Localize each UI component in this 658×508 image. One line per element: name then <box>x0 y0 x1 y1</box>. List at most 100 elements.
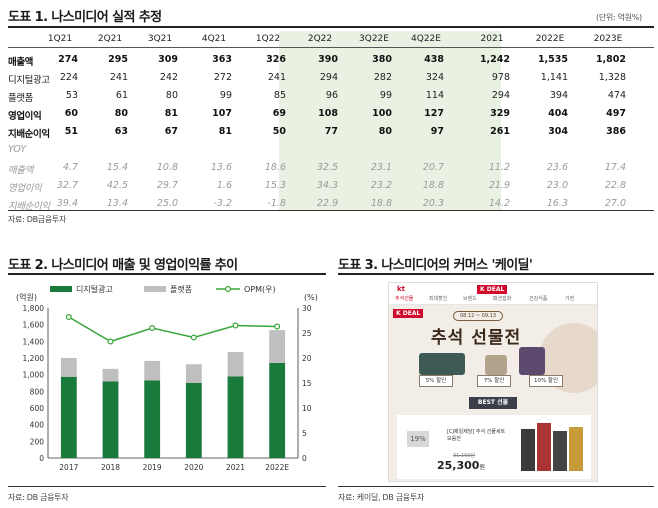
row-label: YOY <box>8 144 26 155</box>
table-cell: 22.9 <box>316 198 338 209</box>
table-cell: 20.3 <box>422 198 444 209</box>
x-tick-label: 2020 <box>184 463 203 472</box>
table-cell: 39.4 <box>56 198 78 209</box>
app-tab-6[interactable]: 가전 <box>565 296 575 302</box>
chart-svg: (억원) (%)02004006008001,0001,2001,4001,600… <box>16 284 318 472</box>
table-cell: 22.8 <box>604 180 626 191</box>
bar-platform <box>144 360 161 381</box>
product-old-price: 31,160원 <box>453 453 476 459</box>
table-cell: -3.2 <box>213 198 232 209</box>
table-cell: 34.3 <box>316 180 338 191</box>
banner-date: 08.12 ~ 09.13 <box>453 311 503 321</box>
section1-source: 자료: DB금융투자 <box>8 215 67 224</box>
table-cell: 77 <box>324 126 338 137</box>
table-row: 매출액 274 295 309 363 326 390 380 438 1,242 1,535 1,8… <box>8 51 654 69</box>
table-cell: 18.6 <box>264 162 286 173</box>
product-card[interactable]: 19% [CJ제일제당] 추석 선물세트 모음전 31,160원 25,300원 <box>397 415 591 479</box>
best-gift-button[interactable]: BEST 선물 <box>469 397 517 409</box>
table-cell: 274 <box>58 54 78 65</box>
section1-title: 도표 1. 나스미디어 실적 추정 <box>8 10 162 25</box>
gift-box-3 <box>519 347 545 375</box>
app-tab-3[interactable]: 브랜드 <box>463 296 477 302</box>
table-cell: 81 <box>218 126 232 137</box>
bar-digital <box>269 362 286 458</box>
table-cell: 324 <box>425 72 444 83</box>
table-cell: 13.4 <box>106 198 128 209</box>
table-cell: 23.2 <box>370 180 392 191</box>
table-cell: 23.6 <box>546 162 568 173</box>
table-cell: 1,141 <box>540 72 568 83</box>
column-header: 4Q21 <box>201 34 227 44</box>
y-tick-right: 0 <box>302 454 307 463</box>
table-cell: 282 <box>373 72 392 83</box>
table-cell: 16.3 <box>546 198 568 209</box>
table-cell: 1,535 <box>537 54 568 65</box>
kdeal-logo-banner: K DEAL <box>393 309 424 318</box>
table-cell: 80 <box>165 90 178 101</box>
column-header: 3Q22E <box>359 34 389 44</box>
table-cell: 1,328 <box>598 72 626 83</box>
app-tab-5[interactable]: 건강식품 <box>529 296 548 302</box>
legend-swatch-opm-dot <box>225 285 232 293</box>
gift-box-1 <box>419 353 465 375</box>
bar-platform <box>269 330 286 363</box>
table-cell: 363 <box>212 54 232 65</box>
table-header-row: 1Q21 2Q21 3Q21 4Q21 1Q22 2Q22 3Q22E 4Q22E 2021 20… <box>8 31 654 49</box>
revenue-opm-chart: (억원) (%) 0 200 400 600 800 1,000 1,200 1,400 1,600… <box>8 280 328 480</box>
app-tab-1[interactable]: 추석선물 <box>395 296 414 302</box>
row-label: 플랫폼 <box>8 93 34 104</box>
table-row: 지배순이익 51 63 67 81 50 77 80 97 261 304 386 <box>8 123 654 141</box>
table-cell: 241 <box>267 72 286 83</box>
table-cell: 29.7 <box>156 180 178 191</box>
table-row: 디지털광고 224 241 242 272 241 294 282 324 978 1,141 1,3… <box>8 69 654 87</box>
table-cell: 53 <box>65 90 78 101</box>
table-cell: 329 <box>490 108 510 119</box>
product-box-1 <box>521 429 535 471</box>
column-header: 4Q22E <box>411 34 441 44</box>
table-cell: 96 <box>325 90 338 101</box>
x-tick-label: 2019 <box>143 463 162 472</box>
table-cell: 67 <box>164 126 178 137</box>
table-cell: 14.2 <box>488 198 510 209</box>
table-cell: 81 <box>164 108 178 119</box>
discount-badge-2[interactable]: 7% 할인 <box>477 375 511 387</box>
table-cell: 32.7 <box>56 180 78 191</box>
bar-digital <box>60 376 77 458</box>
app-tab-4[interactable]: 패션잡화 <box>493 296 512 302</box>
discount-badge-3[interactable]: 10% 할인 <box>529 375 563 387</box>
opm-point <box>65 313 72 320</box>
section3-top-rule <box>338 273 654 275</box>
bar-digital <box>185 383 202 458</box>
column-header: 2Q21 <box>97 34 123 44</box>
kt-logo: kt <box>397 285 406 293</box>
table-cell: 32.5 <box>316 162 338 173</box>
opm-point <box>232 322 239 329</box>
table-cell: 17.4 <box>604 162 626 173</box>
table-row: YOY <box>8 141 654 159</box>
table-row: 플랫폼 53 61 80 99 85 96 99 114 294 394 474 <box>8 87 654 105</box>
row-label: 지배순이익 <box>8 201 50 212</box>
product-price-value: 25,300 <box>437 459 480 472</box>
column-header: 1Q22 <box>255 34 281 44</box>
row-label: 영업이익 <box>8 111 42 122</box>
y-tick-left: 1,000 <box>23 371 45 380</box>
y-tick-left: 400 <box>30 421 45 430</box>
column-header: 2023E <box>593 34 623 44</box>
table-cell: 99 <box>219 90 232 101</box>
table-cell: 80 <box>114 108 128 119</box>
legend-label-digital: 디지털광고 <box>76 284 113 294</box>
discount-badge-1[interactable]: 5% 할인 <box>419 375 453 387</box>
table-cell: 224 <box>59 72 78 83</box>
app-tab-2[interactable]: 최대할인 <box>429 296 448 302</box>
row-label: 디지털광고 <box>8 75 50 86</box>
table-cell: 60 <box>64 108 78 119</box>
table-cell: 18.8 <box>370 198 392 209</box>
table-cell: 100 <box>372 108 392 119</box>
bar-digital <box>102 381 119 458</box>
opm-line <box>68 316 278 343</box>
header-underline <box>8 47 654 48</box>
product-box-3 <box>553 431 567 471</box>
column-header: 2021 <box>480 34 504 44</box>
row-label: 매출액 <box>8 165 34 176</box>
opm-point <box>190 334 197 341</box>
